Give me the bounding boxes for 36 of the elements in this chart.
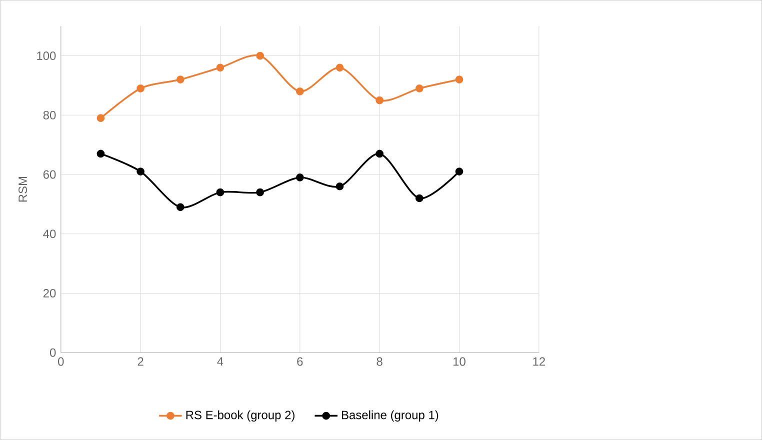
point — [256, 52, 264, 60]
y-tick-label: 40 — [43, 230, 56, 238]
x-tick-label: 12 — [533, 357, 545, 366]
point — [455, 168, 464, 176]
point — [376, 150, 384, 158]
point — [176, 203, 184, 212]
y-axis-title: RSM — [18, 177, 28, 202]
legend-label: Baseline (group 1) — [342, 410, 438, 422]
y-tick-label: 20 — [43, 288, 56, 298]
point — [96, 114, 105, 122]
y-tick-label: 60 — [43, 170, 56, 179]
point — [376, 96, 384, 104]
point — [415, 194, 424, 202]
x-tick-label: 10 — [454, 357, 466, 366]
point — [136, 84, 144, 92]
point — [415, 84, 424, 92]
point — [296, 174, 304, 182]
legend-label: RS E-book (group 2) — [186, 410, 294, 422]
x-tick-label: 0 — [58, 357, 64, 366]
x-tick-label: 6 — [297, 357, 303, 366]
x-tick-label: 8 — [376, 357, 382, 366]
point — [216, 188, 224, 196]
point — [136, 168, 144, 176]
point — [336, 64, 344, 72]
y-tick-label: 80 — [43, 110, 56, 120]
point — [336, 182, 344, 190]
x-tick-label: 4 — [217, 357, 224, 366]
point — [256, 188, 264, 196]
y-tick-label: 100 — [37, 52, 56, 60]
point — [96, 150, 105, 158]
point — [176, 76, 184, 84]
point — [455, 76, 464, 84]
x-tick-label: 2 — [138, 357, 144, 366]
y-tick-label: 0 — [50, 348, 56, 357]
point — [296, 87, 304, 96]
point — [216, 64, 224, 72]
